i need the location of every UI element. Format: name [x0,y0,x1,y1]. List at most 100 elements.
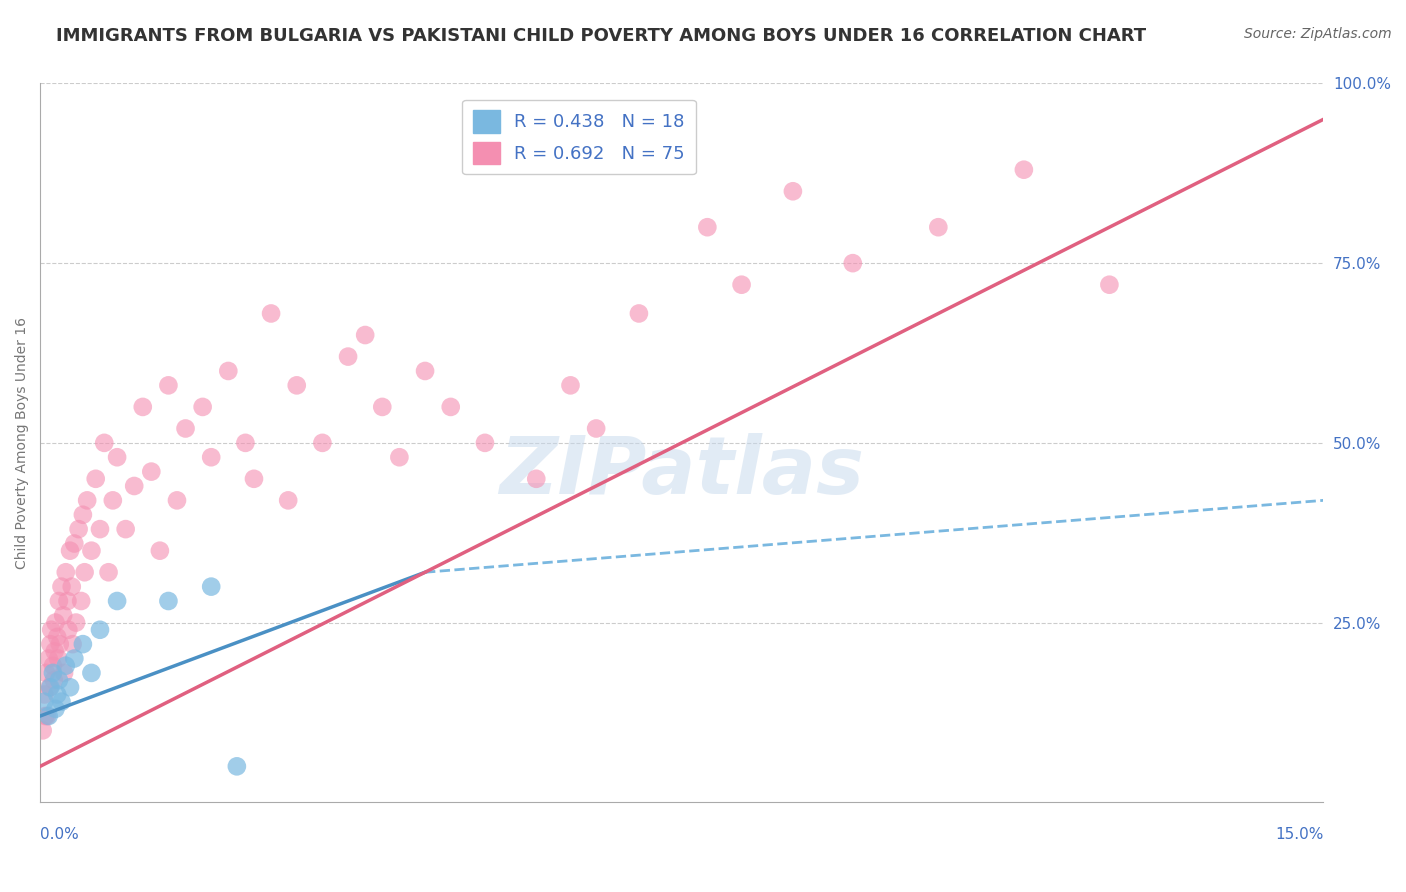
Point [200,450,222,465]
Point [371,400,394,414]
Point [149,543,172,558]
Point [157,594,180,608]
Point [63,536,86,550]
Point [55,566,77,580]
Point [277,493,299,508]
Point [285,378,308,392]
Point [72,637,94,651]
Point [84,472,107,486]
Point [39,637,62,651]
Point [51,580,73,594]
Point [225,759,247,773]
Point [560,378,582,392]
Point [42,665,65,680]
Point [34,695,56,709]
Point [474,435,496,450]
Point [243,472,266,486]
Point [696,220,718,235]
Legend: R = 0.438   N = 18, R = 0.692   N = 75: R = 0.438 N = 18, R = 0.692 N = 75 [463,100,696,175]
Point [105,594,128,608]
Point [388,450,411,465]
Point [53,665,76,680]
Point [122,479,145,493]
Point [627,306,650,320]
Point [44,615,66,630]
Point [44,702,66,716]
Point [44,644,66,658]
Point [337,350,360,364]
Point [354,328,377,343]
Point [35,709,58,723]
Point [1098,277,1121,292]
Point [58,623,80,637]
Text: 15.0%: 15.0% [1275,828,1323,842]
Point [114,522,136,536]
Point [38,709,60,723]
Point [59,680,82,694]
Point [56,594,79,608]
Point [157,378,180,392]
Point [60,580,83,594]
Point [62,637,84,651]
Point [38,651,60,665]
Point [80,665,103,680]
Point [524,472,547,486]
Text: IMMIGRANTS FROM BULGARIA VS PAKISTANI CHILD POVERTY AMONG BOYS UNDER 16 CORRELAT: IMMIGRANTS FROM BULGARIA VS PAKISTANI CH… [56,27,1146,45]
Point [63,651,86,665]
Point [89,522,111,536]
Point [59,543,82,558]
Point [76,493,98,508]
Point [34,688,56,702]
Point [73,566,96,580]
Point [166,493,188,508]
Point [105,450,128,465]
Point [46,688,69,702]
Point [440,400,463,414]
Point [52,608,75,623]
Point [217,364,239,378]
Point [34,709,56,723]
Point [191,400,214,414]
Point [49,637,72,651]
Point [42,658,65,673]
Point [72,508,94,522]
Point [311,435,333,450]
Point [89,623,111,637]
Point [51,695,73,709]
Point [46,630,69,644]
Point [927,220,949,235]
Point [55,658,77,673]
Point [65,615,87,630]
Point [730,277,752,292]
Point [48,673,70,687]
Point [200,580,222,594]
Point [585,421,607,435]
Point [31,723,53,738]
Text: 0.0%: 0.0% [41,828,79,842]
Point [70,594,93,608]
Point [39,680,62,694]
Point [101,493,124,508]
Point [782,184,804,198]
Point [235,435,257,450]
Point [1012,162,1035,177]
Point [46,651,69,665]
Point [842,256,865,270]
Point [48,594,70,608]
Point [67,522,90,536]
Text: Source: ZipAtlas.com: Source: ZipAtlas.com [1244,27,1392,41]
Point [132,400,155,414]
Point [174,421,197,435]
Point [35,665,58,680]
Point [38,680,60,694]
Point [93,435,115,450]
Point [413,364,436,378]
Point [260,306,283,320]
Point [80,543,103,558]
Point [97,566,120,580]
Text: ZIPatlas: ZIPatlas [499,433,865,510]
Point [42,673,65,687]
Point [39,623,62,637]
Y-axis label: Child Poverty Among Boys Under 16: Child Poverty Among Boys Under 16 [15,317,30,569]
Point [141,465,163,479]
